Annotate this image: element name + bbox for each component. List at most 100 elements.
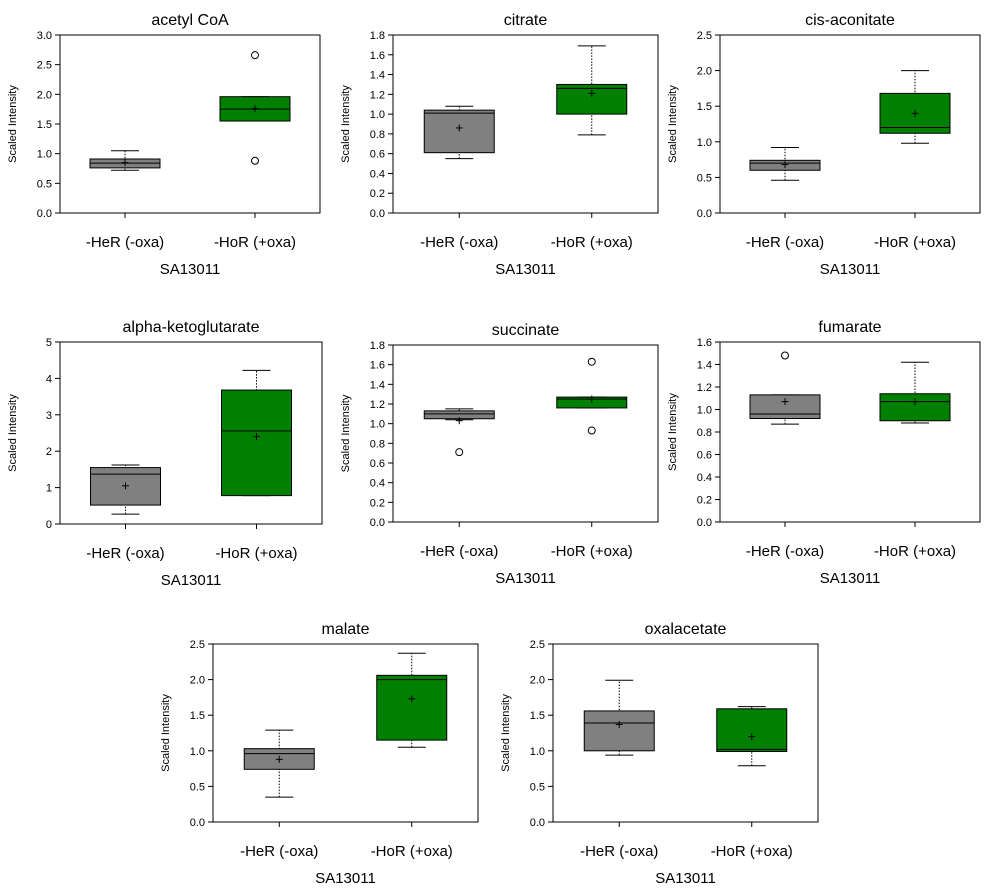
y-tick-label: 2.0: [530, 675, 545, 687]
box-series: [716, 706, 788, 767]
plot-frame: [552, 643, 819, 823]
y-tick-label: 0.8: [697, 427, 712, 439]
y-tick-label: 0.0: [697, 517, 712, 529]
outlier-point: [781, 351, 789, 360]
y-tick-label: 2.5: [190, 639, 205, 651]
plot-frame: [719, 341, 981, 523]
x-axis-label: SA13011: [495, 570, 556, 587]
y-tick-label: 1.2: [697, 382, 712, 394]
x-axis-label: SA13011: [820, 261, 881, 278]
x-axis-label: SA13011: [161, 572, 222, 589]
box-series: [556, 357, 628, 435]
box-series: [219, 51, 291, 165]
x-category-label: -HoR (+oxa): [551, 234, 633, 251]
x-category-label: -HoR (+oxa): [874, 234, 956, 251]
y-tick-label: 1.0: [697, 405, 712, 417]
x-category-label: -HoR (+oxa): [214, 234, 296, 251]
x-category-label: -HoR (+oxa): [215, 545, 297, 562]
y-tick-label: 1.2: [370, 89, 385, 101]
x-axis-label: SA13011: [655, 870, 716, 887]
plot-frame: [392, 34, 659, 214]
y-tick-label: 1.8: [370, 30, 385, 42]
x-category-label: -HoR (+oxa): [711, 843, 793, 860]
y-tick-label: 0.2: [370, 188, 385, 200]
y-tick-label: 1.6: [370, 50, 385, 62]
chart-title: fumarate: [818, 319, 881, 336]
chart-title: alpha-ketoglutarate: [123, 319, 260, 336]
y-axis-label: Scaled Intensity: [7, 85, 19, 163]
plot-frame: [719, 34, 981, 214]
chart-panel: cis-aconitate 0.0 0.5 1.0 1.5 2.0 2.5 Scaled In…: [667, 12, 981, 278]
y-tick-label: 1.0: [530, 746, 545, 758]
chart-panel: malate 0.0 0.5 1.0 1.5 2.0 2.5 Scaled Intensity…: [160, 621, 479, 887]
y-tick-label: 0.8: [370, 438, 385, 450]
y-tick-label: 0.0: [530, 817, 545, 829]
y-tick-label: 0.8: [370, 129, 385, 141]
x-category-label: -HoR (+oxa): [371, 843, 453, 860]
x-axis-label: SA13011: [820, 570, 881, 587]
y-tick-label: 1.8: [370, 340, 385, 352]
y-tick-label: 4: [46, 373, 52, 385]
box: [716, 708, 788, 753]
chart-panel: acetyl CoA 0.0 0.5 1.0 1.5 2.0 2.5 3.0 Scaled In…: [7, 12, 321, 278]
y-tick-label: 1.6: [697, 337, 712, 349]
plot-frame: [59, 341, 323, 525]
box-series: [90, 464, 161, 515]
y-tick-label: 1.4: [370, 70, 385, 82]
x-category-label: -HeR (-oxa): [86, 234, 164, 251]
chart-title: acetyl CoA: [151, 12, 229, 29]
y-tick-label: 1.5: [530, 710, 545, 722]
y-tick-label: 1.2: [370, 399, 385, 411]
x-axis-label: SA13011: [495, 261, 556, 278]
box-series: [221, 369, 292, 497]
box-series: [749, 351, 821, 425]
y-axis-label: Scaled Intensity: [500, 694, 512, 772]
y-tick-label: 0.6: [697, 450, 712, 462]
y-axis-label: Scaled Intensity: [667, 85, 679, 163]
box-series: [556, 45, 628, 136]
y-tick-label: 1.0: [370, 109, 385, 121]
chart-panel: fumarate 0.0 0.2 0.4 0.6 0.8 1.0 1.2 1.4 1.6 Scale…: [667, 319, 981, 587]
y-tick-label: 0.0: [37, 208, 52, 220]
x-category-label: -HeR (-oxa): [240, 843, 318, 860]
box-series: [423, 408, 495, 457]
outlier-point: [587, 426, 596, 435]
x-axis-label: SA13011: [315, 870, 376, 887]
y-axis-label: Scaled Intensity: [160, 694, 172, 772]
box: [879, 393, 951, 422]
y-tick-label: 2.0: [37, 89, 52, 101]
y-axis-label: Scaled Intensity: [7, 394, 19, 472]
box: [556, 83, 628, 115]
y-tick-label: 3.0: [37, 30, 52, 42]
x-category-label: -HeR (-oxa): [420, 234, 498, 251]
box-series: [243, 729, 315, 798]
chart-panel: alpha-ketoglutarate 0 1 2 3 4 5 Scaled Intensit…: [7, 319, 323, 589]
y-tick-label: 0.0: [697, 208, 712, 220]
y-tick-label: 0.5: [530, 781, 545, 793]
y-tick-label: 1.0: [37, 149, 52, 161]
box: [221, 389, 292, 497]
y-tick-label: 0.5: [190, 781, 205, 793]
box: [583, 710, 655, 752]
box-series: [879, 70, 951, 144]
y-axis-label: Scaled Intensity: [667, 393, 679, 471]
y-tick-label: 1.0: [370, 419, 385, 431]
y-tick-label: 0.0: [370, 517, 385, 529]
box: [376, 674, 448, 741]
x-axis-label: SA13011: [160, 261, 221, 278]
chart-title: oxalacetate: [645, 621, 727, 638]
y-tick-label: 2.0: [190, 675, 205, 687]
x-category-label: -HeR (-oxa): [746, 234, 824, 251]
y-tick-label: 1: [46, 483, 52, 495]
plot-frame: [392, 344, 659, 523]
y-tick-label: 0.6: [370, 149, 385, 161]
y-tick-label: 0.2: [370, 497, 385, 509]
x-category-label: -HeR (-oxa): [86, 545, 164, 562]
chart-title: citrate: [504, 12, 548, 29]
y-tick-label: 1.0: [190, 746, 205, 758]
y-tick-label: 0.0: [370, 208, 385, 220]
y-tick-label: 1.5: [37, 119, 52, 131]
chart-panel: citrate 0.0 0.2 0.4 0.6 0.8 1.0 1.2 1.4 1.6 1.8 Sca…: [340, 12, 659, 278]
box-series: [89, 150, 161, 171]
